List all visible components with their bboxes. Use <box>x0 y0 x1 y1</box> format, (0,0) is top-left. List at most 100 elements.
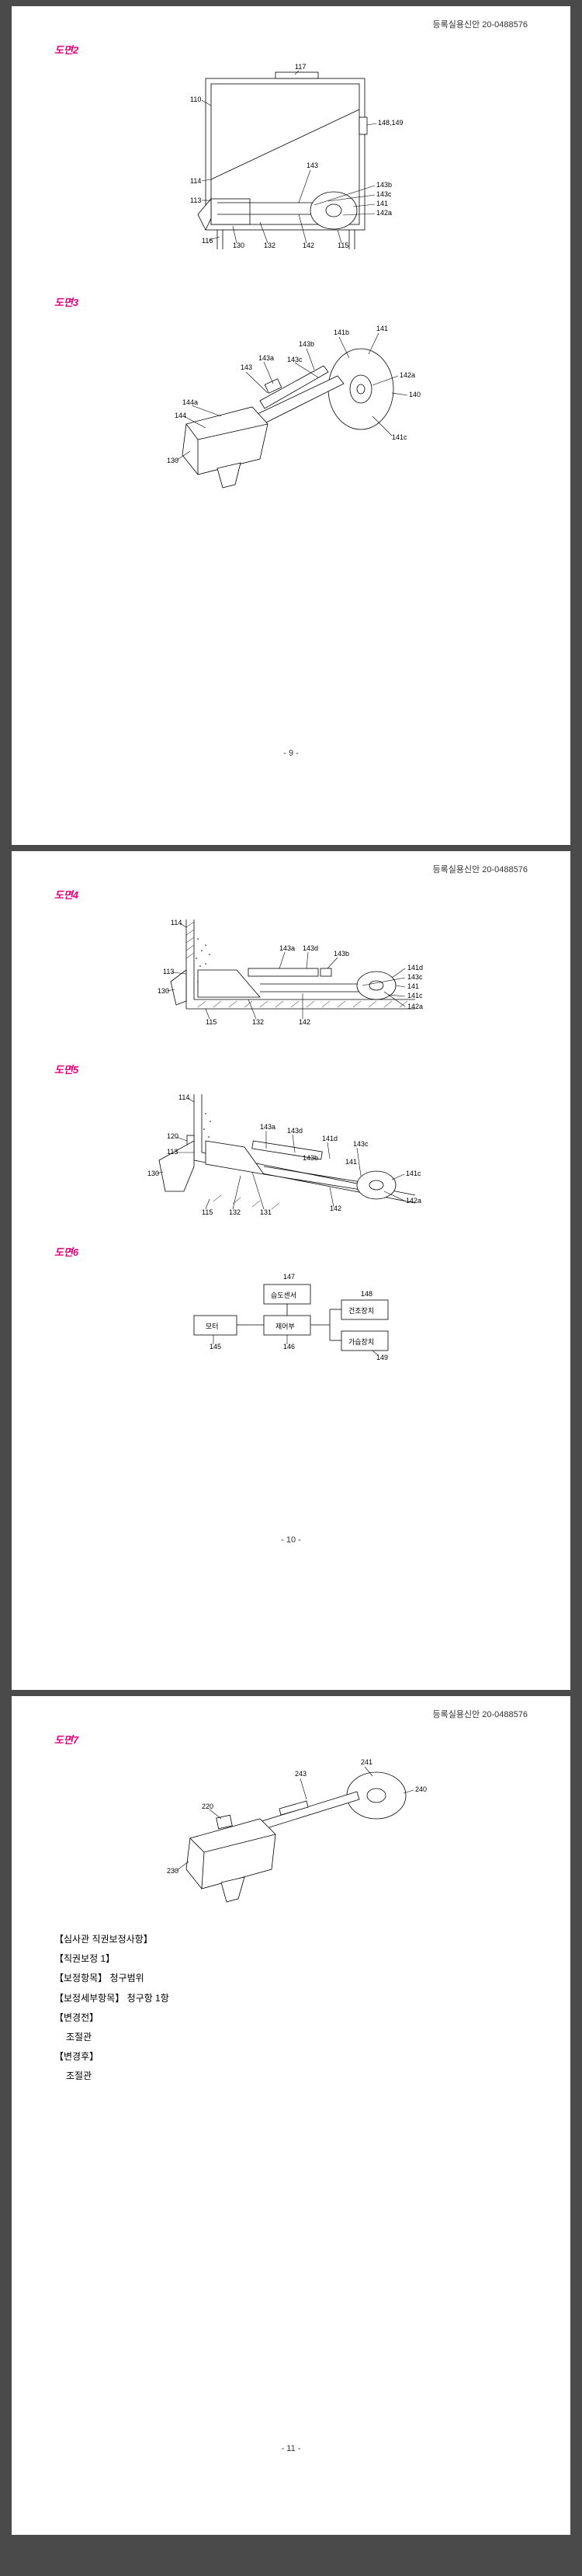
svg-text:143d: 143d <box>303 944 318 952</box>
svg-text:141: 141 <box>376 200 388 207</box>
sec-t7: 【변경후】 <box>54 2047 528 2067</box>
svg-text:143: 143 <box>241 363 252 371</box>
svg-text:습도센서: 습도센서 <box>271 1291 296 1299</box>
fig4: 114 143a 143d 143b 141d 143c 141 141c 14… <box>54 908 528 1042</box>
svg-text:149: 149 <box>376 1354 388 1361</box>
page-11: 등록실용신안 20-0488576 도면7 243 241 240 220 23… <box>12 1696 570 2535</box>
svg-text:115: 115 <box>206 1018 217 1026</box>
fig4-label: 도면4 <box>54 887 528 902</box>
fig7-label: 도면7 <box>54 1732 528 1747</box>
svg-text:145: 145 <box>210 1343 221 1351</box>
svg-text:113: 113 <box>163 968 174 975</box>
svg-text:131: 131 <box>260 1208 272 1216</box>
svg-text:143d: 143d <box>287 1127 303 1135</box>
svg-text:제어부: 제어부 <box>275 1323 295 1330</box>
svg-text:132: 132 <box>229 1208 241 1216</box>
header-10: 등록실용신안 20-0488576 <box>54 863 528 875</box>
svg-text:143a: 143a <box>258 354 274 362</box>
svg-text:142: 142 <box>303 242 314 249</box>
fig6: 습도센서 건조장치 가습장치 제어부 모터 147 148 149 145 14… <box>54 1265 528 1376</box>
svg-text:143a: 143a <box>279 944 295 952</box>
svg-text:116: 116 <box>202 237 213 245</box>
svg-text:141c: 141c <box>406 1170 421 1177</box>
svg-text:141c: 141c <box>392 433 407 441</box>
svg-text:141d: 141d <box>322 1135 338 1142</box>
svg-text:143a: 143a <box>260 1123 275 1131</box>
svg-text:115: 115 <box>202 1208 213 1216</box>
svg-text:117: 117 <box>295 63 306 71</box>
svg-text:113: 113 <box>167 1148 178 1156</box>
svg-text:143b: 143b <box>303 1154 318 1162</box>
svg-text:143: 143 <box>307 162 318 169</box>
svg-text:142a: 142a <box>400 371 415 379</box>
svg-text:243: 243 <box>295 1770 307 1778</box>
svg-text:230: 230 <box>167 1867 178 1875</box>
svg-text:130: 130 <box>167 457 178 464</box>
fig5: 114 120 113 130 143a 143d 141d 143c 143b… <box>54 1083 528 1225</box>
pagenum-11: - 11 - <box>54 2444 528 2453</box>
svg-text:모터: 모터 <box>206 1323 219 1330</box>
svg-text:141d: 141d <box>407 964 423 972</box>
sec-t3: 【보정항목】 청구범위 <box>54 1969 528 1988</box>
svg-text:147: 147 <box>283 1273 295 1281</box>
svg-text:143b: 143b <box>334 950 349 958</box>
svg-text:144: 144 <box>175 412 186 419</box>
page-9: 등록실용신안 20-0488576 도면2 <box>12 6 570 845</box>
svg-text:114: 114 <box>171 919 182 926</box>
pagenum-10: - 10 - <box>54 1535 528 1545</box>
sec-t6a: 조절관 <box>66 2028 528 2047</box>
sec-t4: 【보정세부항목】 청구항 1항 <box>54 1989 528 2008</box>
fig5-label: 도면5 <box>54 1062 528 1076</box>
svg-text:141: 141 <box>376 325 388 332</box>
sec-t5: 【변경전】 <box>54 2008 528 2028</box>
svg-text:120: 120 <box>167 1132 178 1140</box>
svg-text:141: 141 <box>345 1158 357 1166</box>
svg-text:115: 115 <box>338 242 348 249</box>
fig2-label: 도면2 <box>54 42 528 57</box>
svg-text:220: 220 <box>202 1803 213 1810</box>
svg-text:110: 110 <box>190 96 201 103</box>
svg-text:241: 241 <box>361 1758 372 1766</box>
svg-text:건조장치: 건조장치 <box>348 1306 374 1315</box>
sec-t2: 【직권보정 1】 <box>54 1949 528 1969</box>
page-10: 등록실용신안 20-0488576 도면4 <box>12 851 570 1690</box>
fig3-label: 도면3 <box>54 294 528 309</box>
svg-text:142: 142 <box>330 1205 341 1212</box>
amendment-section: 【심사관 직권보정사항】 【직권보정 1】 【보정항목】 청구범위 【보정세부항… <box>54 1930 528 2087</box>
svg-text:132: 132 <box>264 242 275 249</box>
svg-text:142a: 142a <box>407 1003 423 1010</box>
svg-text:141: 141 <box>407 982 419 990</box>
svg-text:130: 130 <box>233 242 244 249</box>
svg-text:144a: 144a <box>182 398 198 406</box>
svg-text:146: 146 <box>283 1343 295 1351</box>
svg-text:가습장치: 가습장치 <box>348 1337 374 1346</box>
svg-text:143c: 143c <box>353 1140 369 1148</box>
fig6-label: 도면6 <box>54 1244 528 1259</box>
svg-text:142: 142 <box>299 1018 310 1026</box>
svg-text:114: 114 <box>178 1093 189 1101</box>
fig2: 110 117 148,149 114 113 143 143b 143c 14… <box>54 63 528 275</box>
svg-text:143c: 143c <box>287 356 303 363</box>
svg-text:143b: 143b <box>376 181 392 189</box>
header-11: 등록실용신안 20-0488576 <box>54 1708 528 1720</box>
pagenum-9: - 9 - <box>54 749 528 758</box>
svg-text:240: 240 <box>415 1785 427 1793</box>
svg-text:140: 140 <box>409 391 421 398</box>
svg-text:148,149: 148,149 <box>378 119 404 127</box>
svg-text:142a: 142a <box>376 209 392 217</box>
svg-text:113: 113 <box>190 196 201 204</box>
svg-text:141b: 141b <box>334 329 349 336</box>
fig3: 141 141b 143b 143c 142a 140 141c 143 143… <box>54 315 528 496</box>
fig7: 243 241 240 220 230 <box>54 1753 528 1910</box>
svg-text:142a: 142a <box>406 1197 421 1205</box>
svg-text:143c: 143c <box>376 190 392 198</box>
sec-t8a: 조절관 <box>66 2067 528 2086</box>
svg-text:114: 114 <box>190 177 201 185</box>
svg-text:143b: 143b <box>299 340 314 348</box>
header-9: 등록실용신안 20-0488576 <box>54 18 528 30</box>
svg-text:132: 132 <box>252 1018 264 1026</box>
svg-text:143c: 143c <box>407 973 423 981</box>
svg-text:148: 148 <box>361 1290 372 1298</box>
svg-text:141c: 141c <box>407 992 423 999</box>
sec-t1: 【심사관 직권보정사항】 <box>54 1930 528 1949</box>
